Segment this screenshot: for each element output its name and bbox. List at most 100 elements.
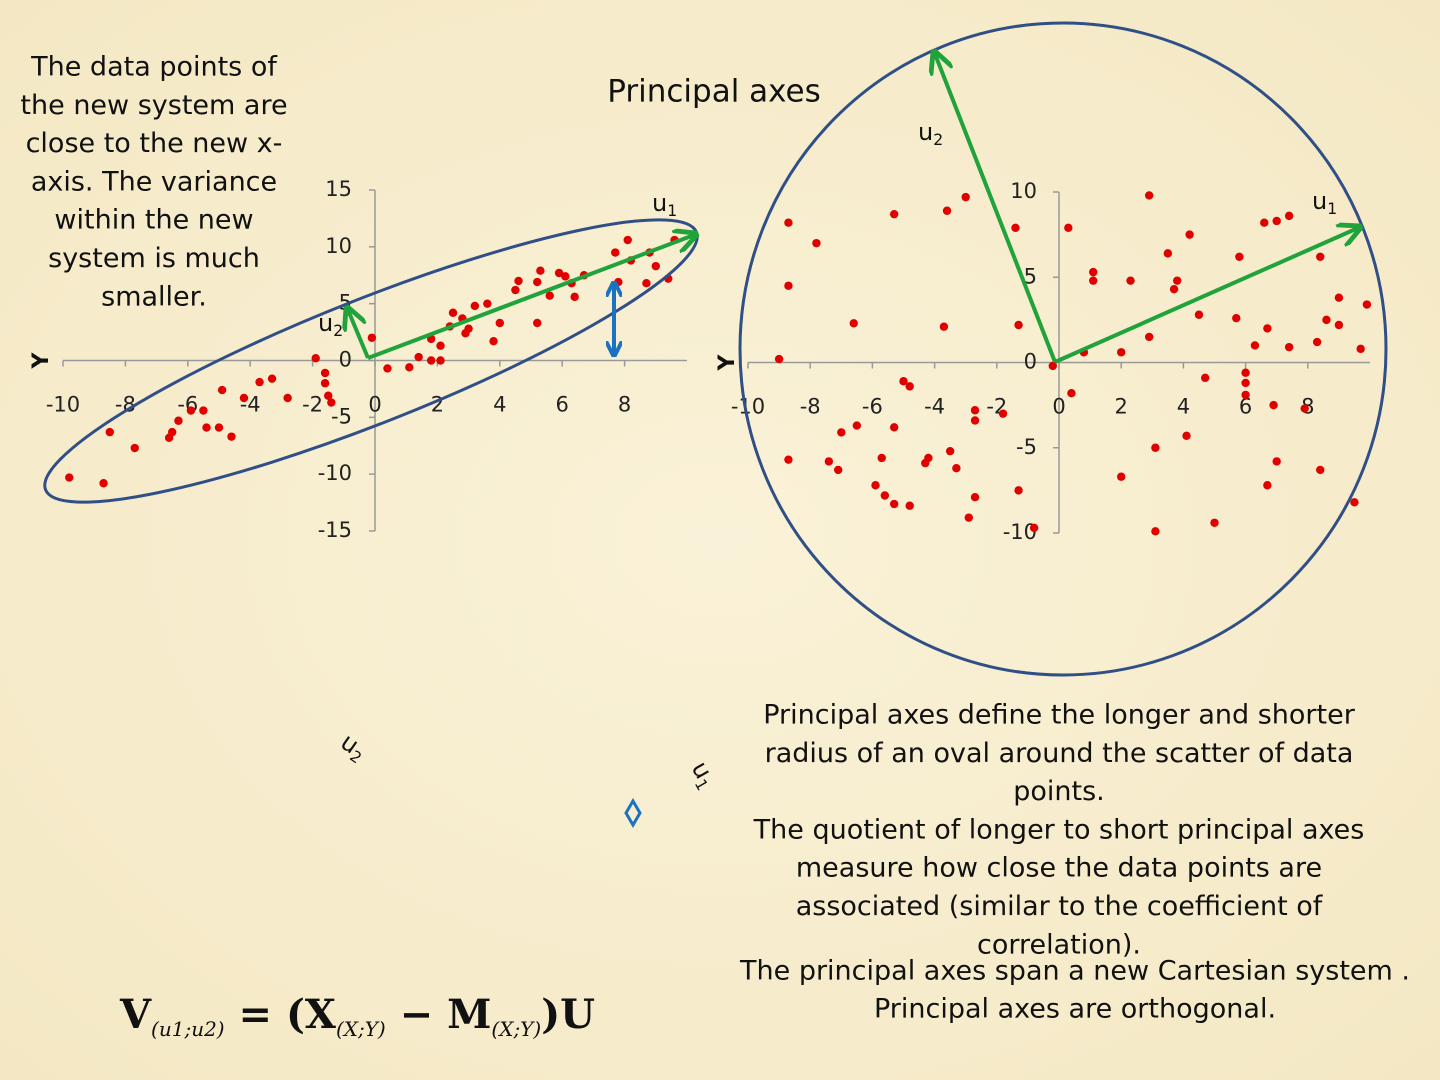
data-point [1048,361,1057,371]
data-point [833,465,843,475]
data-point [961,192,970,202]
data-point [611,248,620,257]
formula-part: = ( [225,991,305,1038]
paragraph-line: close to the new x- [26,128,283,159]
data-point [784,218,793,227]
data-point [1312,337,1322,347]
data-point [1144,332,1154,342]
u1-arrow [367,235,694,360]
data-point [970,492,980,502]
formula-subscript: (u1;u2) [151,1017,225,1041]
data-point [536,266,545,275]
x-tick-label: -2 [302,393,323,417]
data-point [1151,527,1160,536]
data-point [367,333,377,342]
axis-name-sub: 2 [333,322,343,340]
y-tick-label: 10 [325,234,352,258]
axis-name-sub: 1 [667,202,677,220]
y-tick-label: -10 [1003,520,1037,544]
paragraph-line: measure how close the data points are [796,853,1322,884]
data-point [105,427,115,437]
y-tick-label: 5 [1024,264,1037,288]
data-point [880,491,890,500]
data-point [1126,276,1135,285]
paragraph-line: radius of an oval around the scatter of … [765,738,1354,769]
formula-part: X [305,991,336,1038]
y-tick-label: -10 [318,461,352,485]
data-point [214,423,224,432]
data-point [561,272,570,281]
data-point [483,299,492,308]
data-point [1316,252,1325,261]
data-point [871,481,880,490]
data-point [199,406,208,415]
data-point [464,324,473,333]
data-point [99,479,108,488]
data-point [939,322,949,331]
data-point [320,368,330,378]
formula: V(u1;u2) = (X(X;Y) − M(X;Y))U [119,991,595,1041]
data-point [545,291,554,300]
data-point [1117,348,1126,357]
data-point [651,261,660,271]
formula-part: M [447,991,491,1038]
axis-name: u1 [1312,187,1337,218]
data-point [511,285,520,295]
x-tick-label: 0 [368,393,381,417]
data-point [784,455,793,464]
data-point [1029,523,1039,533]
formula-part: )U [541,991,595,1038]
data-point [1334,293,1344,302]
data-point [942,206,952,215]
x-tick-label: -8 [800,395,821,419]
data-point [1144,191,1154,200]
paragraph-line: points. [1013,776,1105,807]
data-point [852,421,862,430]
data-point [1185,230,1194,239]
data-point [174,416,183,425]
data-point [267,374,277,383]
data-point [1172,276,1182,285]
data-point [1272,457,1281,466]
paragraph-line: correlation). [977,929,1141,960]
paragraph-line: within the new [54,205,253,236]
data-point [489,336,498,346]
data-point [1163,249,1173,258]
data-point [533,318,542,328]
axis-name-sub: 2 [933,131,943,149]
data-point [824,457,834,466]
data-point [774,354,784,364]
data-point [1284,342,1294,352]
data-point [1011,223,1020,233]
y-tick-label: 10 [1010,179,1037,203]
axis-name: u2 [918,118,943,149]
u2-arrow [348,310,370,359]
paragraph-line: The quotient of longer to short principa… [753,814,1365,845]
y-tick-label: 0 [1024,350,1037,374]
axis-name-base: u [652,189,667,217]
x-tick-label: 8 [618,393,631,417]
slide-title: Principal axes [607,74,821,110]
paragraph-line: Principal axes are orthogonal. [874,994,1276,1025]
data-point [436,356,445,365]
data-point [470,301,480,311]
data-point [255,377,264,387]
data-point [554,268,564,278]
x-tick-label: -8 [115,393,136,417]
data-point [514,276,523,286]
axis-name-sub: 1 [1327,200,1337,218]
data-point [964,513,974,522]
data-point [1263,481,1272,490]
data-point [130,443,139,453]
x-tick-label: -10 [46,393,80,417]
data-point [945,446,955,456]
data-point [952,464,961,473]
data-point [327,398,336,407]
data-point [227,432,236,441]
x-tick-label: 6 [1239,395,1252,419]
